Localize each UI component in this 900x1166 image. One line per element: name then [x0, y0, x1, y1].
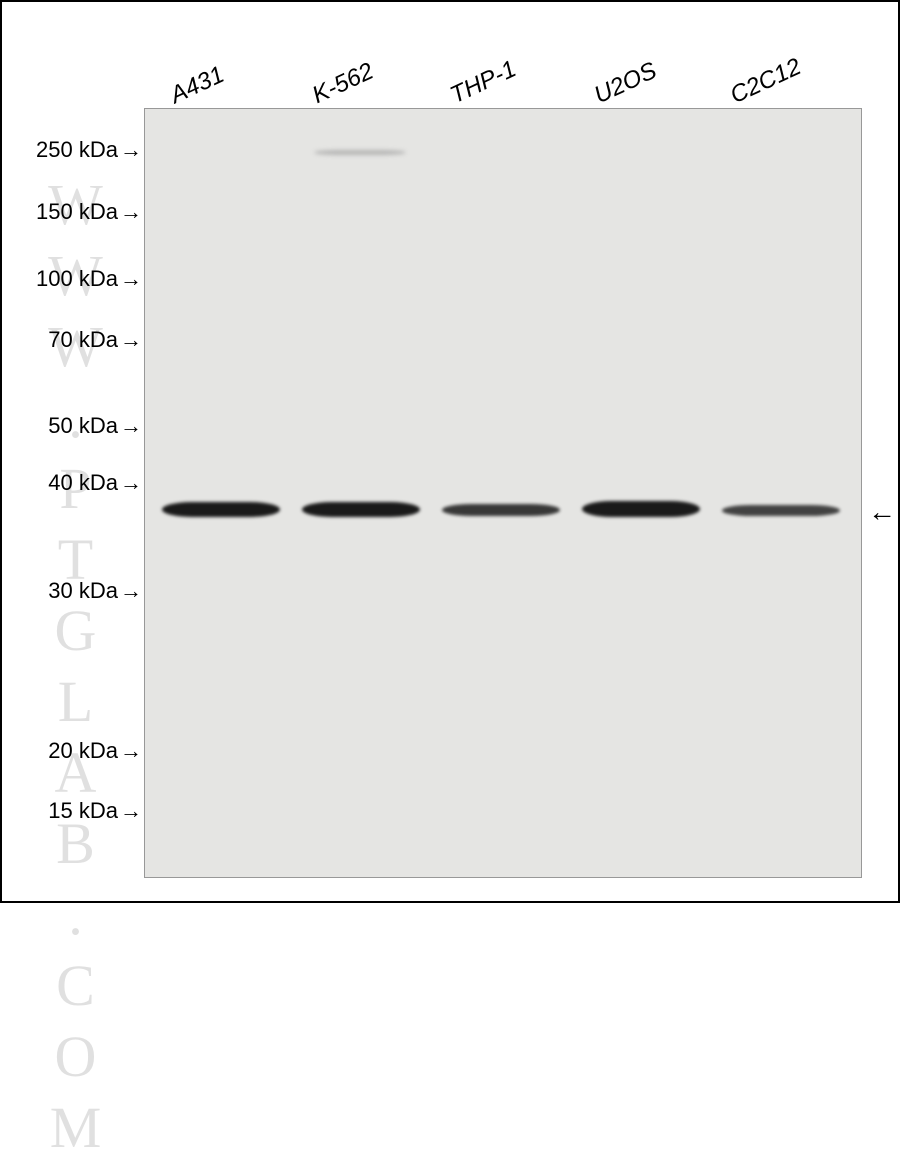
band-thp1: [442, 504, 560, 516]
mw-unit: kDa: [79, 798, 118, 823]
arrow-icon: →: [120, 470, 142, 496]
lane-label-3: U2OS: [590, 57, 661, 110]
mw-marker-70: 70 kDa→: [36, 327, 142, 353]
mw-unit: kDa: [79, 199, 118, 224]
mw-unit: kDa: [79, 327, 118, 352]
arrow-icon: →: [120, 798, 142, 824]
mw-value: 50: [48, 413, 72, 438]
mw-unit: kDa: [79, 738, 118, 763]
figure-container: WWW.PTGLAB.COM A431 K-562 THP-1 U2OS C2C…: [0, 0, 900, 903]
arrow-icon: →: [120, 137, 142, 163]
band-c2c12: [722, 505, 840, 516]
mw-value: 20: [48, 738, 72, 763]
mw-marker-150: 150 kDa→: [24, 199, 142, 225]
blot-membrane: [144, 108, 862, 878]
mw-value: 150: [36, 199, 73, 224]
arrow-icon: →: [120, 327, 142, 353]
mw-marker-20: 20 kDa→: [36, 738, 142, 764]
mw-value: 40: [48, 470, 72, 495]
lane-label-0: A431: [166, 61, 229, 110]
arrow-icon: →: [120, 199, 142, 225]
mw-marker-100: 100 kDa→: [24, 266, 142, 292]
arrow-icon: →: [120, 578, 142, 604]
mw-unit: kDa: [79, 266, 118, 291]
lane-label-2: THP-1: [446, 55, 521, 110]
mw-value: 15: [48, 798, 72, 823]
lane-label-1: K-562: [308, 58, 378, 110]
arrow-icon: →: [120, 266, 142, 292]
band-a431: [162, 502, 280, 517]
mw-marker-15: 15 kDa→: [36, 798, 142, 824]
band-u2os: [582, 501, 700, 517]
arrow-icon: →: [120, 413, 142, 439]
lane-label-4: C2C12: [726, 53, 806, 110]
mw-marker-30: 30 kDa→: [36, 578, 142, 604]
mw-unit: kDa: [79, 413, 118, 438]
mw-unit: kDa: [79, 137, 118, 162]
mw-marker-40: 40 kDa→: [36, 470, 142, 496]
mw-value: 250: [36, 137, 73, 162]
mw-unit: kDa: [79, 578, 118, 603]
mw-marker-50: 50 kDa→: [36, 413, 142, 439]
faint-band-k562: [314, 150, 406, 155]
mw-value: 100: [36, 266, 73, 291]
band-indicator-arrow-icon: ←: [868, 496, 896, 528]
mw-value: 30: [48, 578, 72, 603]
arrow-icon: →: [120, 738, 142, 764]
mw-value: 70: [48, 327, 72, 352]
mw-marker-250: 250 kDa→: [24, 137, 142, 163]
watermark-text: WWW.PTGLAB.COM: [42, 172, 109, 1166]
band-k562: [302, 502, 420, 517]
mw-unit: kDa: [79, 470, 118, 495]
